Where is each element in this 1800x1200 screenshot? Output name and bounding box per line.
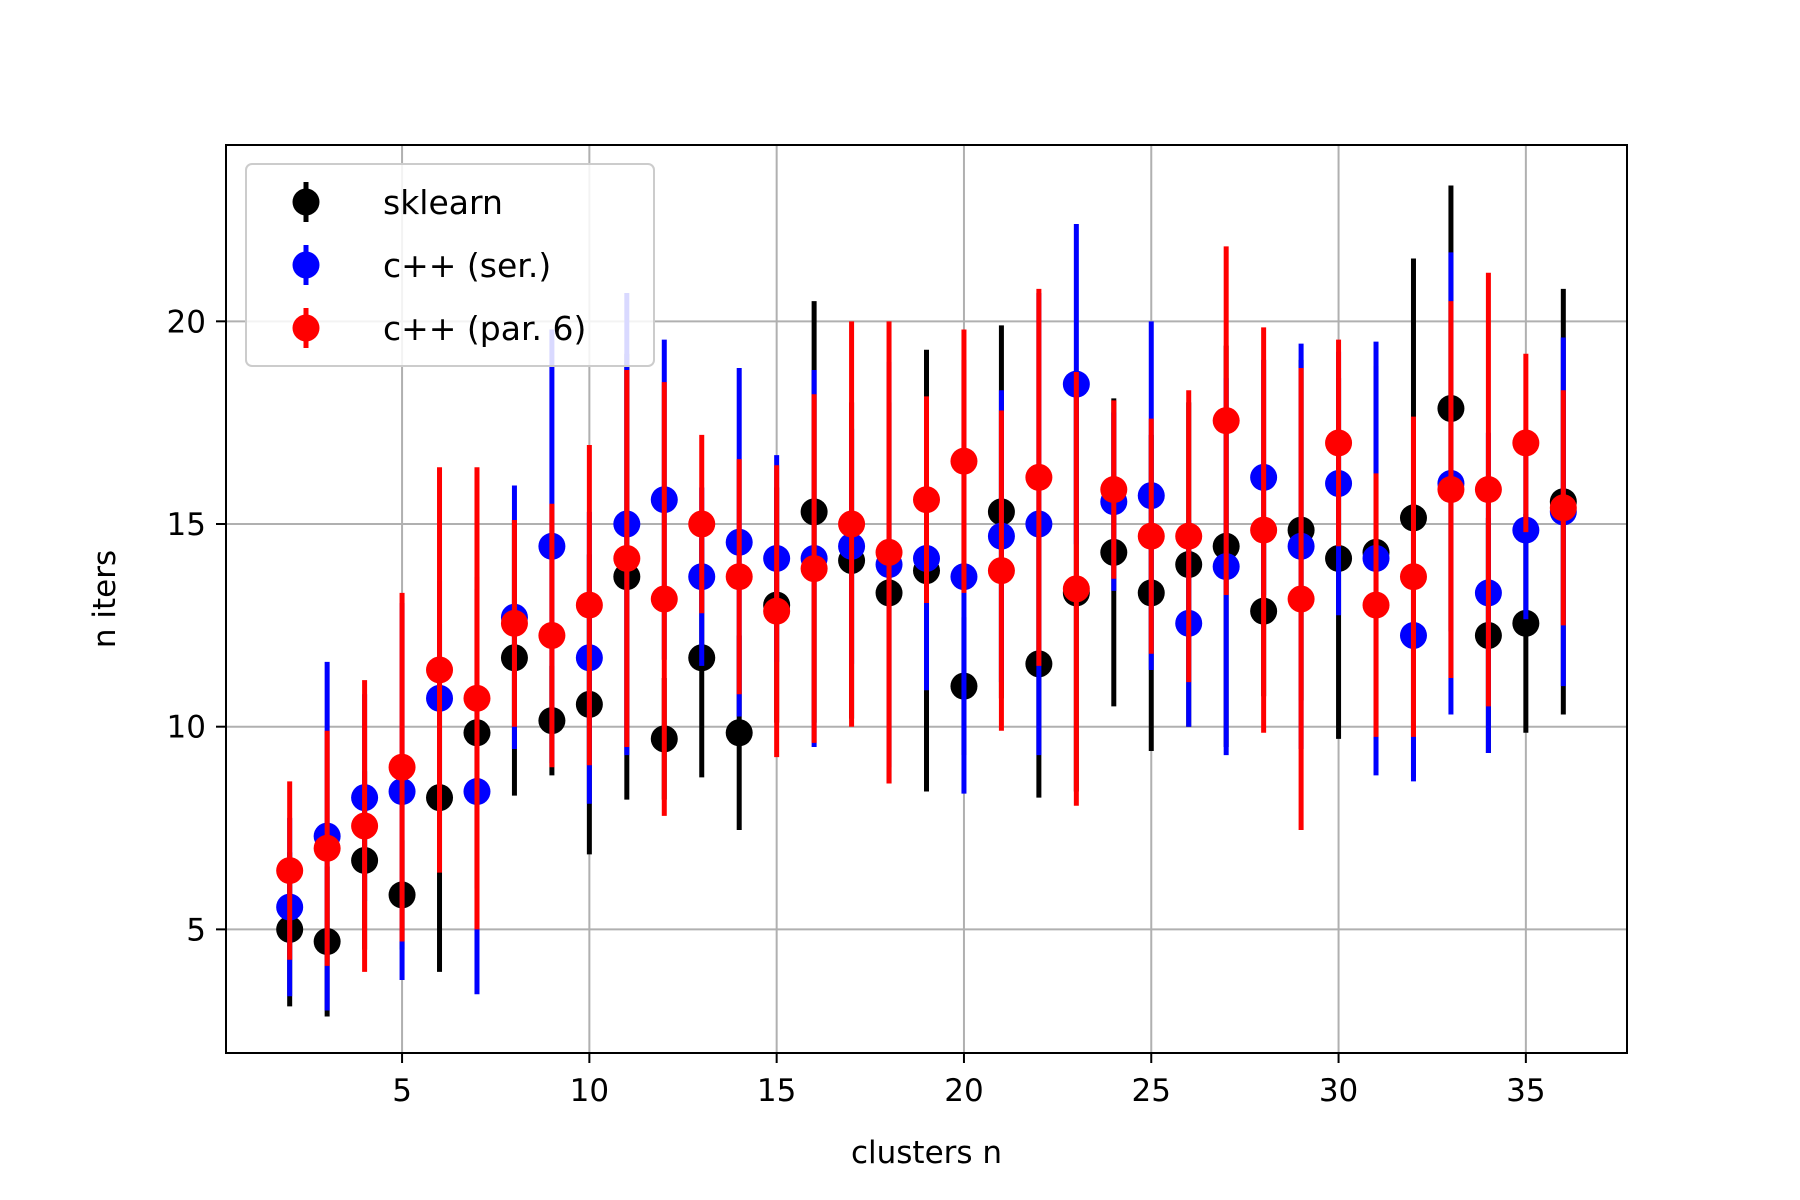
y-tick-label: 5 bbox=[186, 912, 206, 948]
x-tick-label: 20 bbox=[944, 1073, 983, 1109]
data-point bbox=[313, 834, 341, 862]
x-tick-label: 15 bbox=[757, 1073, 796, 1109]
data-point bbox=[463, 684, 491, 712]
data-point bbox=[950, 447, 978, 475]
data-point bbox=[1399, 563, 1427, 591]
data-point bbox=[725, 563, 753, 591]
data-point bbox=[987, 557, 1015, 585]
data-point bbox=[1512, 429, 1540, 457]
data-point bbox=[875, 538, 903, 566]
x-axis-label: clusters n bbox=[851, 1135, 1002, 1171]
plot-frame bbox=[225, 144, 1628, 1054]
data-point bbox=[388, 753, 416, 781]
y-tick-label: 20 bbox=[167, 304, 206, 340]
x-tick-label: 35 bbox=[1506, 1073, 1545, 1109]
legend-marker bbox=[292, 251, 320, 279]
x-tick-label: 25 bbox=[1132, 1073, 1171, 1109]
data-point bbox=[1100, 476, 1128, 504]
data-point bbox=[613, 544, 641, 572]
data-point bbox=[763, 597, 791, 625]
data-point bbox=[1437, 476, 1465, 504]
series-layer bbox=[276, 185, 1577, 1017]
data-point bbox=[538, 621, 566, 649]
data-point bbox=[500, 609, 528, 637]
data-point bbox=[1474, 476, 1502, 504]
legend-box bbox=[245, 163, 655, 367]
x-tick-label: 10 bbox=[570, 1073, 609, 1109]
data-point bbox=[276, 857, 304, 885]
legend-label: c++ (ser.) bbox=[383, 246, 551, 285]
data-point bbox=[1512, 609, 1540, 637]
data-point bbox=[838, 510, 866, 538]
legend-label: sklearn bbox=[383, 183, 503, 222]
data-point bbox=[1250, 516, 1278, 544]
legend-label: c++ (par. 6) bbox=[383, 309, 586, 348]
data-point bbox=[913, 486, 940, 514]
data-point bbox=[1325, 429, 1353, 457]
data-point bbox=[426, 656, 454, 684]
data-point bbox=[800, 555, 828, 583]
data-point bbox=[575, 591, 603, 619]
x-tick-label: 5 bbox=[392, 1073, 412, 1109]
y-tick-label: 10 bbox=[167, 710, 206, 746]
legend: sklearn c++ (ser.) c++ (par. 6) bbox=[245, 163, 655, 367]
data-point bbox=[1549, 494, 1577, 522]
y-tick-label: 15 bbox=[167, 507, 206, 543]
series-2 bbox=[276, 246, 1577, 972]
x-tick-label: 30 bbox=[1319, 1073, 1358, 1109]
data-point bbox=[1062, 575, 1090, 603]
data-point bbox=[1025, 463, 1053, 491]
data-point bbox=[650, 585, 678, 613]
data-point bbox=[1175, 522, 1203, 550]
data-point bbox=[351, 812, 379, 840]
data-point bbox=[1212, 407, 1240, 435]
data-point bbox=[725, 719, 753, 747]
data-point bbox=[1137, 522, 1165, 550]
axis-ticks: 5 10 15 20 25 30 35 5 10 15 20 bbox=[167, 304, 1546, 1109]
data-point bbox=[688, 510, 716, 538]
legend-marker bbox=[292, 314, 320, 342]
legend-marker bbox=[292, 188, 320, 216]
y-axis-label: n iters bbox=[87, 550, 123, 648]
data-point bbox=[1362, 591, 1390, 619]
data-point bbox=[1287, 585, 1315, 613]
